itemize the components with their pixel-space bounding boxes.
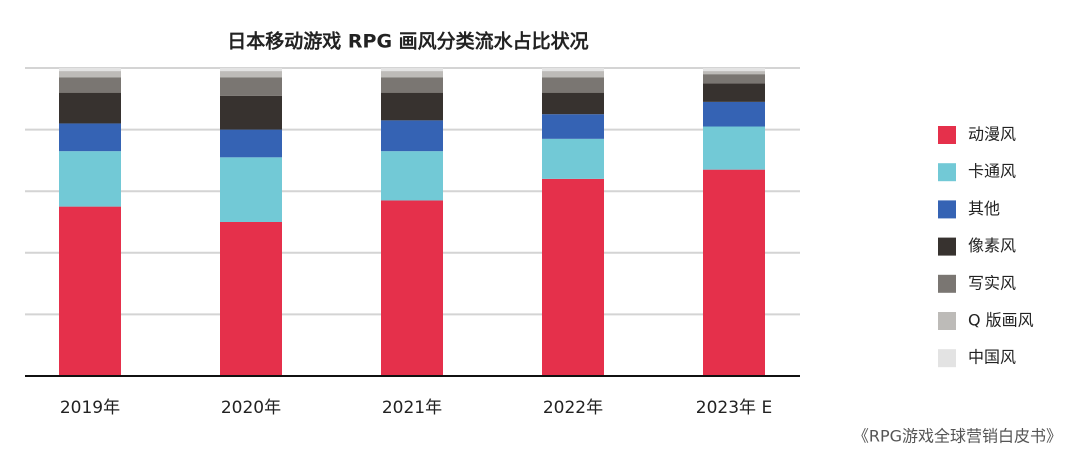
bar-segment <box>381 151 443 201</box>
bar-segment <box>220 77 282 96</box>
legend-swatch <box>938 349 956 368</box>
bar-segment <box>381 92 443 121</box>
bar-segment <box>542 92 604 115</box>
bar-segment <box>59 92 121 124</box>
bar-segment <box>59 68 121 72</box>
legend-swatch <box>938 312 956 330</box>
x-tick-label: 2022年 <box>543 398 603 418</box>
legend-swatch <box>938 237 956 256</box>
legend-label: 卡通风 <box>968 162 1016 181</box>
x-tick-label: 2023年 E <box>696 398 772 418</box>
bar-segment <box>542 178 604 376</box>
bar-segment <box>542 114 604 139</box>
bar-segment <box>542 77 604 93</box>
bar-segment <box>703 169 765 376</box>
legend-label: 像素风 <box>968 236 1016 255</box>
bar-segment <box>703 101 765 127</box>
legend-label: 其他 <box>968 199 1000 218</box>
bar-segment <box>220 222 282 376</box>
bar-segment <box>703 68 765 72</box>
x-tick-label: 2019年 <box>60 398 120 418</box>
bar-segment <box>59 151 121 207</box>
bar-segment <box>220 129 282 158</box>
bar-segment <box>703 71 765 75</box>
source-note: 《RPG游戏全球营销白皮书》 <box>853 427 1062 446</box>
bar-segment <box>381 77 443 93</box>
bar-segment <box>381 71 443 78</box>
bar-segment <box>381 120 443 152</box>
legend-label: 动漫风 <box>968 125 1016 144</box>
legend-label: 写实风 <box>968 273 1016 292</box>
bar-segment <box>59 77 121 93</box>
legend-swatch <box>938 200 956 219</box>
legend-swatch <box>938 274 956 293</box>
bar-segment <box>703 83 765 102</box>
bar-segment <box>220 95 282 130</box>
chart-title: 日本移动游戏 RPG 画风分类流水占比状况 <box>227 30 588 53</box>
bar-segment <box>220 71 282 78</box>
bar-segment <box>59 71 121 78</box>
legend-swatch <box>938 163 956 182</box>
bar-segment <box>542 138 604 179</box>
x-tick-label: 2021年 <box>382 398 442 418</box>
x-tick-label: 2020年 <box>221 398 281 418</box>
bar-segment <box>59 123 121 152</box>
legend-label: 中国风 <box>968 348 1016 367</box>
bar-segment <box>220 68 282 72</box>
legend-swatch <box>938 126 956 144</box>
bar-segment <box>381 68 443 72</box>
bar-segment <box>59 206 121 376</box>
bar-segment <box>220 157 282 222</box>
bar-segment <box>381 200 443 376</box>
bar-segment <box>703 126 765 170</box>
bar-segment <box>542 68 604 72</box>
bar-segment <box>542 71 604 78</box>
legend-label: Q 版画风 <box>968 311 1034 330</box>
bar-segment <box>703 74 765 84</box>
